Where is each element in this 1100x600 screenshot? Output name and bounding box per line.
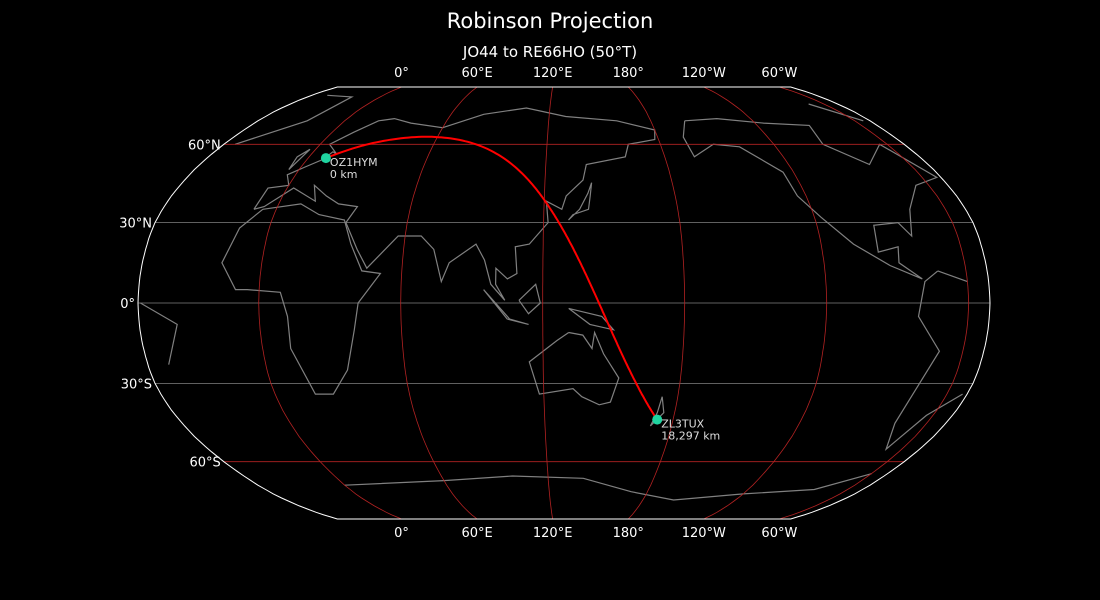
lon-label-bottom: 60°E [461,526,492,541]
lon-label-top: 120°E [533,66,573,81]
lon-label-bottom: 180° [613,526,644,541]
coastline [682,117,939,280]
coastline [344,473,872,501]
graticule [138,86,990,520]
coastline [234,94,354,145]
meridian-line [542,86,554,520]
station-distance: 0 km [330,168,358,181]
map-title: Robinson Projection [446,9,654,33]
coastline [568,307,616,331]
coastline [937,270,968,283]
station-distance: 18,297 km [661,430,720,443]
station-marker [652,414,663,425]
great-circle-path [325,135,659,421]
lat-label: 0° [120,297,135,312]
map-outline [137,86,991,520]
coastline [649,396,665,427]
station-callsign: ZL3TUX [661,418,704,431]
station-callsign: OZ1HYM [330,156,378,169]
lon-label-bottom: 120°W [682,526,726,541]
meridian-line [258,86,402,520]
coastline [528,330,620,406]
coastline [808,103,864,122]
coastline [140,302,178,365]
lon-label-bottom: 60°W [761,526,797,541]
meridian-line [703,86,828,520]
coastlines [140,94,968,501]
tick-labels: 0° 0° 60°E 60°E 120°E 120°E 180° 180° 120°W 120°W… [119,66,797,541]
coastline [568,182,593,221]
meridian-line [627,86,686,520]
coastline [518,283,541,315]
coastline [221,203,382,395]
lon-label-bottom: 0° [394,526,409,541]
lon-label-top: 120°W [682,66,726,81]
coastline [288,148,311,171]
lat-label: 60°S [189,456,220,471]
coastline [483,289,529,325]
station-marker [320,153,331,164]
map-subtitle: JO44 to RE66HO (50°T) [462,43,638,61]
lon-label-top: 0° [394,66,409,81]
meridian-line [400,86,478,520]
lat-label: 60°N [188,138,221,153]
coastline [884,270,963,452]
meridian-line [779,86,970,520]
lat-label: 30°N [119,217,152,232]
coastline [253,107,656,301]
lon-label-bottom: 120°E [533,526,573,541]
lon-label-top: 180° [613,66,644,81]
lon-label-top: 60°E [461,66,492,81]
lat-label: 30°S [121,377,152,392]
lon-label-top: 60°W [761,66,797,81]
